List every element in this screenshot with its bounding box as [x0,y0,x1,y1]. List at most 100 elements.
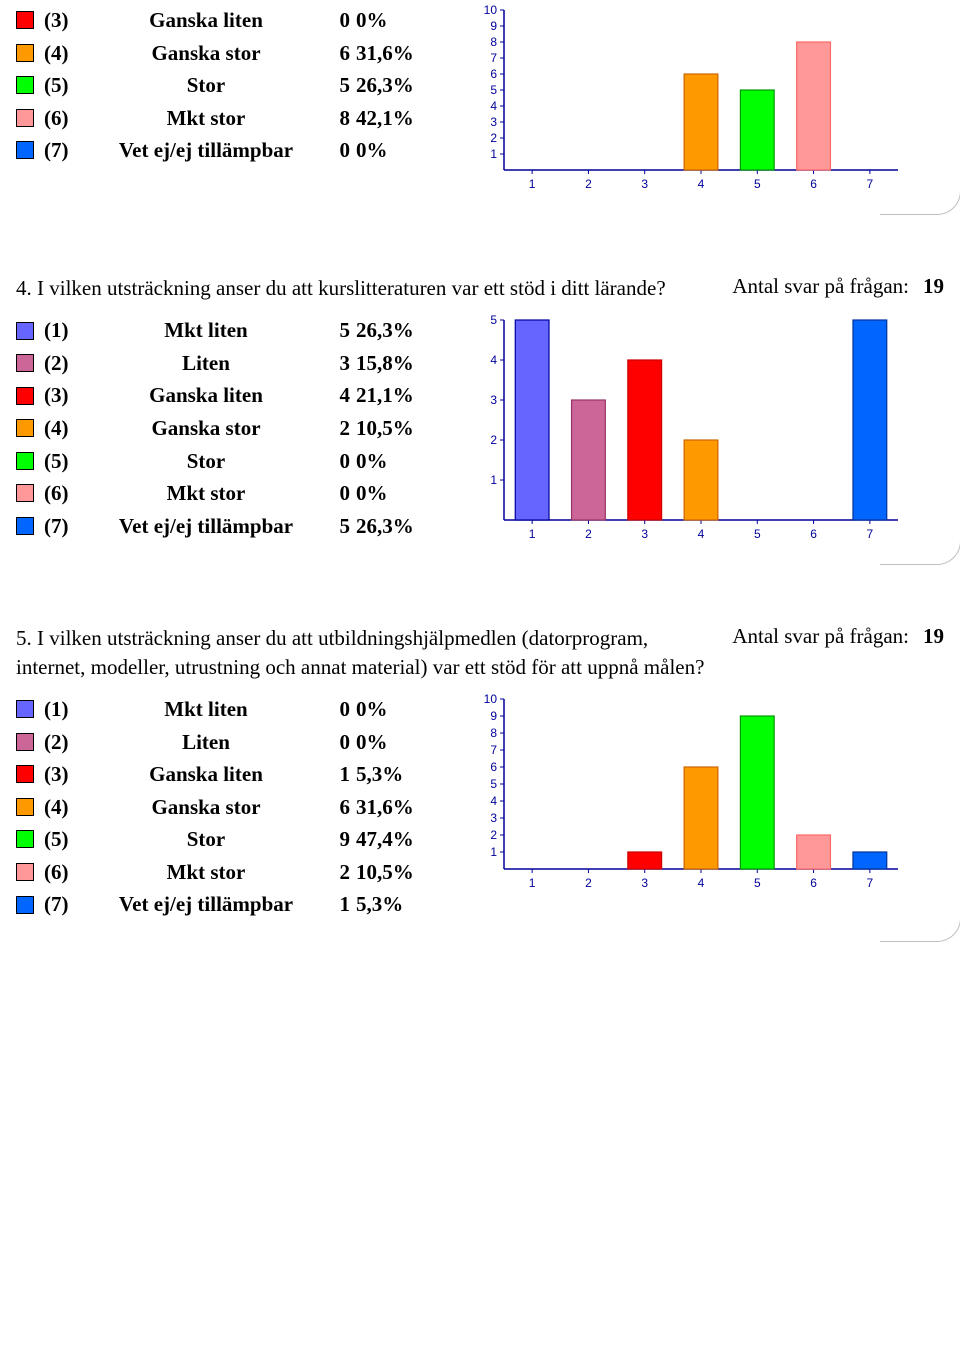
svg-text:7: 7 [867,177,874,191]
answer-count-value: 19 [909,274,944,298]
legend-percent: 15,8% [356,347,428,380]
legend-percent: 42,1% [356,102,428,135]
legend-row: (1)Mkt liten526,3% [16,314,446,347]
svg-text:4: 4 [490,794,497,808]
svg-text:7: 7 [867,527,874,541]
legend-index: (6) [44,102,88,135]
legend-index: (4) [44,37,88,70]
legend-count: 1 [324,888,356,921]
svg-text:5: 5 [490,314,497,327]
legend-percent: 0% [356,726,428,759]
svg-text:5: 5 [754,527,761,541]
svg-text:9: 9 [490,709,497,723]
chart-bar [515,320,549,520]
legend-swatch [16,419,34,437]
legend: (1)Mkt liten00%(2)Liten00%(3)Ganska lite… [16,693,446,921]
legend-label: Ganska liten [88,379,324,412]
svg-text:6: 6 [810,876,817,890]
svg-text:3: 3 [490,115,497,129]
legend-swatch [16,484,34,502]
legend-percent: 26,3% [356,69,428,102]
chart-bar [797,42,831,170]
legend-label: Ganska stor [88,37,324,70]
legend-swatch [16,896,34,914]
svg-text:1: 1 [529,177,536,191]
svg-text:2: 2 [490,433,497,447]
legend-row: (3)Ganska liten421,1% [16,379,446,412]
legend-row: (4)Ganska stor631,6% [16,37,446,70]
svg-text:2: 2 [490,131,497,145]
legend-swatch [16,322,34,340]
chart-bar [628,852,662,869]
svg-text:4: 4 [698,527,705,541]
svg-text:4: 4 [490,353,497,367]
legend-label: Mkt stor [88,477,324,510]
legend-count: 5 [324,314,356,347]
legend-percent: 0% [356,4,428,37]
answer-count: Antal svar på frågan:19 [732,624,944,649]
legend-percent: 0% [356,134,428,167]
legend-percent: 26,3% [356,314,428,347]
legend-swatch [16,109,34,127]
svg-text:3: 3 [490,393,497,407]
survey-section: (3)Ganska liten00%(4)Ganska stor631,6%(5… [0,0,960,214]
legend-swatch [16,452,34,470]
legend-count: 1 [324,758,356,791]
legend-label: Ganska stor [88,412,324,445]
legend-index: (6) [44,477,88,510]
legend-swatch [16,354,34,372]
legend-index: (3) [44,379,88,412]
bar-chart: 123456789101234567 [476,693,906,893]
legend-row: (5)Stor00% [16,445,446,478]
legend-percent: 0% [356,477,428,510]
legend-swatch [16,863,34,881]
legend-row: (6)Mkt stor210,5% [16,856,446,889]
legend-swatch [16,44,34,62]
svg-text:1: 1 [529,876,536,890]
svg-text:10: 10 [484,693,498,706]
legend-label: Vet ej/ej tillämpbar [88,888,324,921]
svg-text:3: 3 [490,811,497,825]
svg-text:2: 2 [585,527,592,541]
legend-row: (6)Mkt stor00% [16,477,446,510]
chart-bar [740,90,774,170]
legend-percent: 31,6% [356,791,428,824]
legend-label: Mkt stor [88,856,324,889]
legend-percent: 0% [356,693,428,726]
legend-label: Ganska liten [88,758,324,791]
legend-index: (1) [44,693,88,726]
legend-row: (5)Stor947,4% [16,823,446,856]
legend-row: (7)Vet ej/ej tillämpbar15,3% [16,888,446,921]
legend-row: (7)Vet ej/ej tillämpbar526,3% [16,510,446,543]
legend: (1)Mkt liten526,3%(2)Liten315,8%(3)Gansk… [16,314,446,542]
legend-label: Vet ej/ej tillämpbar [88,134,324,167]
legend-swatch [16,387,34,405]
legend-count: 5 [324,69,356,102]
legend-index: (5) [44,69,88,102]
legend-label: Liten [88,726,324,759]
legend-count: 2 [324,412,356,445]
legend-index: (7) [44,134,88,167]
svg-text:6: 6 [810,177,817,191]
question-text: 4. I vilken utsträckning anser du att ku… [16,274,732,302]
svg-text:6: 6 [490,760,497,774]
legend-count: 0 [324,134,356,167]
legend-count: 3 [324,347,356,380]
chart-bar [797,835,831,869]
legend-swatch [16,798,34,816]
chart-wrap: 123456789101234567 [446,4,944,194]
legend-index: (2) [44,347,88,380]
legend-label: Ganska stor [88,791,324,824]
legend-count: 0 [324,477,356,510]
legend-percent: 5,3% [356,758,428,791]
legend-percent: 47,4% [356,823,428,856]
legend-count: 0 [324,693,356,726]
legend-row: (4)Ganska stor210,5% [16,412,446,445]
legend-count: 6 [324,37,356,70]
chart-bar [684,74,718,170]
svg-text:7: 7 [490,743,497,757]
legend-index: (6) [44,856,88,889]
legend-swatch [16,700,34,718]
legend-count: 2 [324,856,356,889]
legend-label: Vet ej/ej tillämpbar [88,510,324,543]
